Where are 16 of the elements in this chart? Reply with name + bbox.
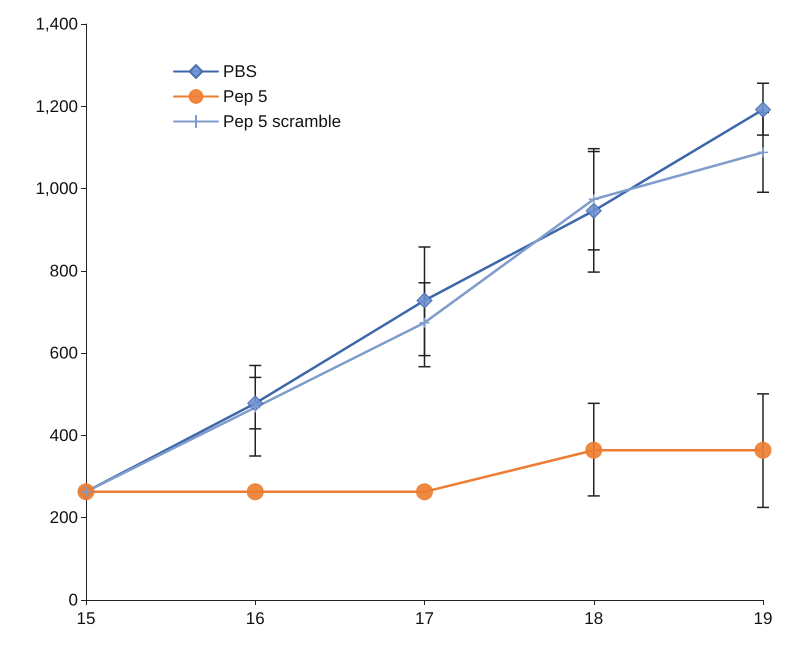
- y-tick-label: 400: [50, 426, 78, 445]
- x-tick-label: 18: [584, 609, 604, 628]
- legend-label: Pep 5: [223, 87, 268, 106]
- x-tick-label: 19: [754, 609, 772, 628]
- y-tick-label: 0: [68, 590, 78, 610]
- y-tick-label: 200: [50, 508, 78, 528]
- x-tick-label: 17: [415, 609, 434, 628]
- legend-label: Pep 5 scramble: [223, 112, 342, 131]
- y-tick-label: 800: [50, 261, 78, 280]
- x-tick-label: 16: [246, 609, 265, 628]
- y-tick-label: 1,400: [35, 14, 78, 34]
- y-tick-label: 1,200: [35, 96, 78, 116]
- x-tick-label: 15: [76, 609, 96, 628]
- y-tick-label: 600: [50, 344, 78, 363]
- y-tick-label: 1,000: [35, 179, 78, 198]
- legend-label: PBS: [223, 62, 258, 81]
